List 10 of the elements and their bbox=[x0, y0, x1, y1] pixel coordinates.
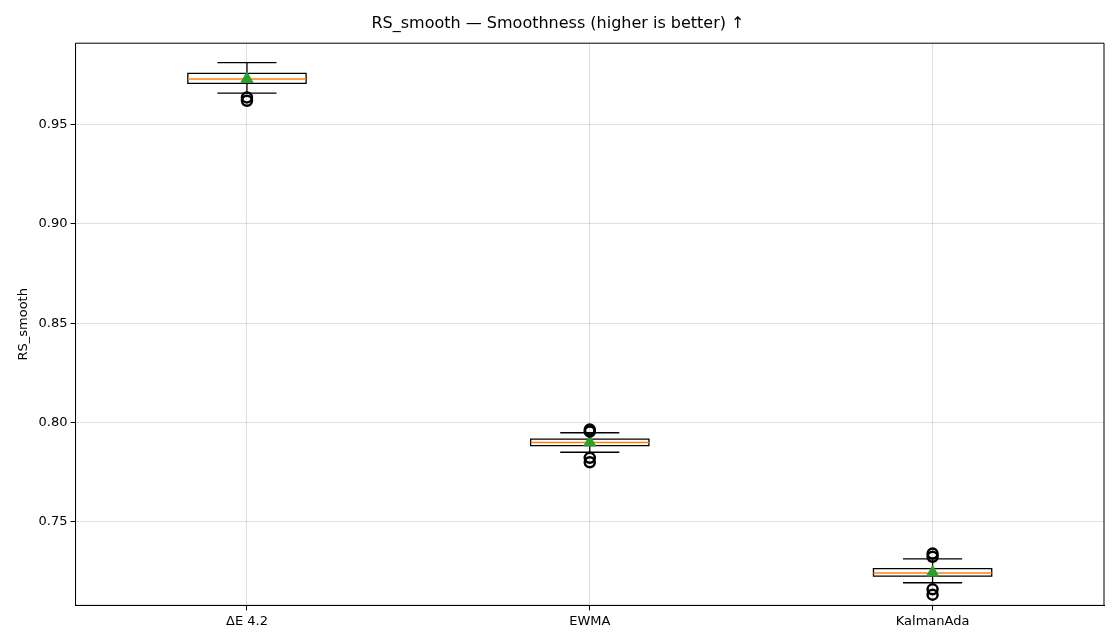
y-tick-label: 0.85 bbox=[38, 314, 68, 330]
x-tick-label: KalmanAda bbox=[895, 612, 970, 628]
y-tick-label: 0.90 bbox=[38, 215, 68, 231]
x-tick-label: ΔE 4.2 bbox=[225, 612, 268, 628]
y-tick-label: 0.80 bbox=[38, 414, 68, 430]
chart-title: RS_smooth — Smoothness (higher is better) ↑ bbox=[371, 12, 745, 33]
y-tick-label: 0.75 bbox=[38, 513, 68, 529]
y-tick-label: 0.95 bbox=[38, 116, 68, 132]
x-tick-label: EWMA bbox=[569, 612, 611, 628]
y-axis-title: RS_smooth bbox=[15, 288, 31, 361]
